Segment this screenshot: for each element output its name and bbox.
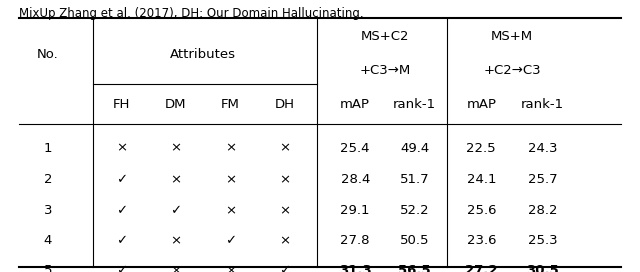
Text: ×: × bbox=[225, 204, 236, 217]
Text: 25.7: 25.7 bbox=[528, 173, 557, 186]
Text: mAP: mAP bbox=[467, 98, 496, 111]
Text: MS+M: MS+M bbox=[491, 30, 533, 43]
Text: 49.4: 49.4 bbox=[400, 142, 429, 155]
Text: rank-1: rank-1 bbox=[393, 98, 436, 111]
Text: 25.3: 25.3 bbox=[528, 234, 557, 247]
Text: 51.7: 51.7 bbox=[400, 173, 429, 186]
Text: 28.2: 28.2 bbox=[528, 204, 557, 217]
Text: ✓: ✓ bbox=[116, 264, 127, 272]
Text: +C3→M: +C3→M bbox=[359, 64, 411, 77]
Text: ✓: ✓ bbox=[279, 264, 291, 272]
Text: ✓: ✓ bbox=[116, 204, 127, 217]
Text: DH: DH bbox=[275, 98, 295, 111]
Text: ×: × bbox=[279, 173, 291, 186]
Text: rank-1: rank-1 bbox=[521, 98, 564, 111]
Text: ×: × bbox=[225, 173, 236, 186]
Text: 4: 4 bbox=[44, 234, 52, 247]
Text: No.: No. bbox=[37, 48, 59, 61]
Text: ×: × bbox=[225, 264, 236, 272]
Text: 1: 1 bbox=[44, 142, 52, 155]
Text: 25.4: 25.4 bbox=[340, 142, 370, 155]
Text: ✓: ✓ bbox=[116, 234, 127, 247]
Text: Attributes: Attributes bbox=[170, 48, 236, 61]
Text: MS+C2: MS+C2 bbox=[361, 30, 409, 43]
Text: mAP: mAP bbox=[340, 98, 370, 111]
Text: 22.5: 22.5 bbox=[467, 142, 496, 155]
Text: 5: 5 bbox=[44, 264, 52, 272]
Text: 30.5: 30.5 bbox=[526, 264, 559, 272]
Text: 3: 3 bbox=[44, 204, 52, 217]
Text: ✓: ✓ bbox=[225, 234, 236, 247]
Text: MixUp Zhang et al. (2017), DH: Our Domain Hallucinating.: MixUp Zhang et al. (2017), DH: Our Domai… bbox=[19, 7, 364, 20]
Text: FM: FM bbox=[221, 98, 240, 111]
Text: 52.2: 52.2 bbox=[400, 204, 429, 217]
Text: ✓: ✓ bbox=[116, 173, 127, 186]
Text: ×: × bbox=[170, 142, 182, 155]
Text: 25.6: 25.6 bbox=[467, 204, 496, 217]
Text: 2: 2 bbox=[44, 173, 52, 186]
Text: ×: × bbox=[170, 264, 182, 272]
Text: 31.3: 31.3 bbox=[339, 264, 372, 272]
Text: 29.1: 29.1 bbox=[340, 204, 370, 217]
Text: DM: DM bbox=[165, 98, 187, 111]
Text: ×: × bbox=[225, 142, 236, 155]
Text: 27.2: 27.2 bbox=[465, 264, 497, 272]
Text: ×: × bbox=[170, 173, 182, 186]
Text: 23.6: 23.6 bbox=[467, 234, 496, 247]
Text: 27.8: 27.8 bbox=[340, 234, 370, 247]
Text: FH: FH bbox=[113, 98, 131, 111]
Text: 56.5: 56.5 bbox=[399, 264, 431, 272]
Text: ×: × bbox=[279, 204, 291, 217]
Text: ×: × bbox=[279, 142, 291, 155]
Text: +C2→C3: +C2→C3 bbox=[483, 64, 541, 77]
Text: 24.3: 24.3 bbox=[528, 142, 557, 155]
Text: ×: × bbox=[279, 234, 291, 247]
Text: ×: × bbox=[170, 234, 182, 247]
Text: 28.4: 28.4 bbox=[340, 173, 370, 186]
Text: 24.1: 24.1 bbox=[467, 173, 496, 186]
Text: ×: × bbox=[116, 142, 127, 155]
Text: ✓: ✓ bbox=[170, 204, 182, 217]
Text: 50.5: 50.5 bbox=[400, 234, 429, 247]
